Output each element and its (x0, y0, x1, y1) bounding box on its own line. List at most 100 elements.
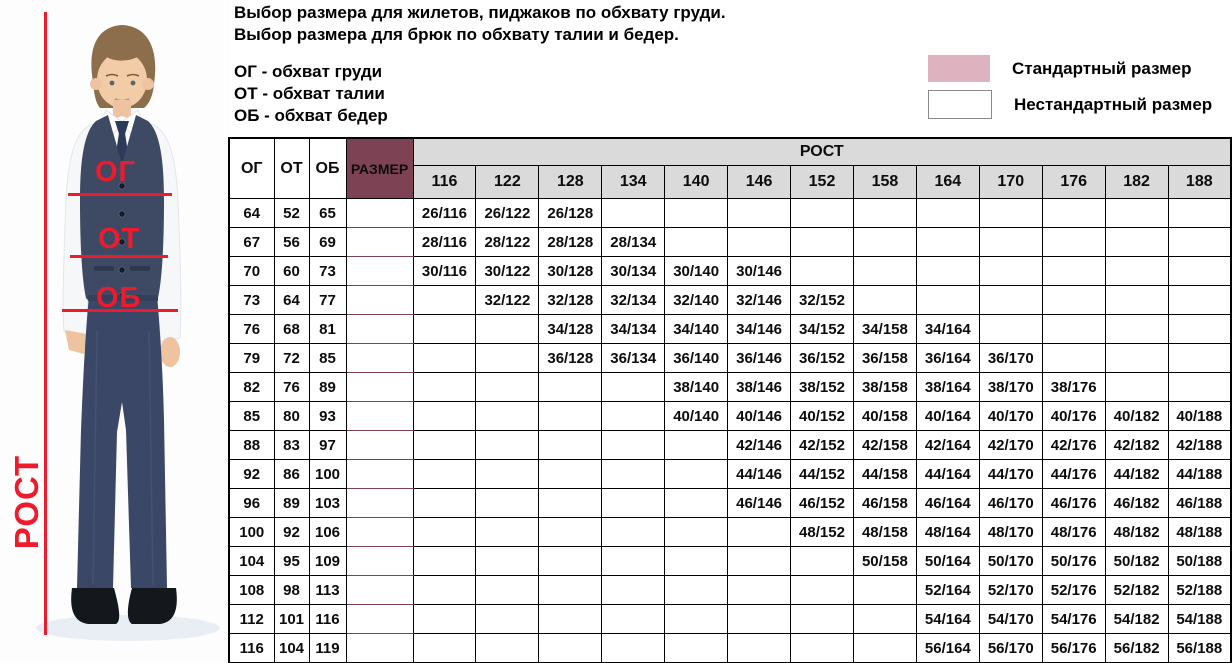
empty-cell (790, 546, 854, 576)
empty-cell (852, 633, 917, 663)
size-value: 36 (345, 343, 414, 373)
nonstandard-size-swatch (928, 90, 992, 119)
chest-value: 104 (228, 546, 275, 576)
size-height-cell-36-152: 36/152 (790, 343, 854, 373)
empty-cell (475, 604, 540, 634)
page-title: Выбор размера для жилетов, пиджаков по о… (234, 2, 726, 46)
empty-cell (1041, 285, 1106, 315)
empty-cell (601, 546, 666, 576)
empty-cell (475, 459, 540, 489)
height-header-116: 116 (412, 165, 477, 199)
empty-cell (601, 488, 666, 518)
definition-waist: ОТ - обхват талии (234, 84, 385, 103)
size-row-32: 73 64 77 32 32/122 32/128 32/134 32/140 32/146 32… (228, 285, 1232, 315)
empty-cell (915, 227, 980, 257)
empty-cell (601, 604, 666, 634)
size-height-cell-46-158: 46/158 (852, 488, 917, 518)
empty-cell (852, 256, 917, 286)
empty-cell (978, 256, 1043, 286)
hips-column-header: ОБ (308, 137, 347, 199)
empty-cell (664, 198, 729, 228)
chest-value: 112 (228, 604, 275, 634)
size-height-cell-28-116: 28/116 (412, 227, 477, 257)
waist-value: 64 (273, 285, 310, 315)
size-height-cell-28-122: 28/122 (475, 227, 540, 257)
size-height-cell-34-134: 34/134 (601, 314, 666, 344)
waist-column-header: ОТ (273, 137, 310, 199)
size-height-cell-36-170: 36/170 (978, 343, 1043, 373)
empty-cell (978, 227, 1043, 257)
size-height-cell-28-134: 28/134 (601, 227, 666, 257)
size-row-54: 112 101 116 54 54/164 54/170 54/176 54/182 54/18… (228, 604, 1232, 634)
empty-cell (538, 401, 603, 431)
empty-cell (664, 459, 729, 489)
size-height-cell-56-188: 56/188 (1167, 633, 1232, 663)
height-header-176: 176 (1041, 165, 1106, 199)
empty-cell (1167, 285, 1232, 315)
empty-cell (1167, 256, 1232, 286)
empty-cell (915, 285, 980, 315)
chest-value: 79 (228, 343, 275, 373)
empty-cell (538, 546, 603, 576)
empty-cell (412, 546, 477, 576)
empty-cell (790, 604, 854, 634)
size-height-cell-48-158: 48/158 (852, 517, 917, 547)
size-height-cell-42-158: 42/158 (852, 430, 917, 460)
size-height-cell-42-152: 42/152 (790, 430, 854, 460)
size-row-36: 79 72 85 36 36/128 36/134 36/140 36/146 36/152 36… (228, 343, 1232, 373)
size-height-cell-46-170: 46/170 (978, 488, 1043, 518)
size-value: 54 (345, 604, 414, 634)
size-height-cell-34-164: 34/164 (915, 314, 980, 344)
hips-value: 106 (308, 517, 347, 547)
size-height-cell-30-116: 30/116 (412, 256, 477, 286)
waist-value: 80 (273, 401, 310, 431)
size-height-cell-50-176: 50/176 (1041, 546, 1106, 576)
size-height-cell-42-188: 42/188 (1167, 430, 1232, 460)
empty-cell (601, 517, 666, 547)
hips-measure-line (62, 309, 178, 312)
size-value: 26 (345, 198, 414, 228)
size-height-cell-38-152: 38/152 (790, 372, 854, 402)
size-row-34: 76 68 81 34 34/128 34/134 34/140 34/146 34/152 34… (228, 314, 1232, 344)
chest-label: ОГ (95, 156, 136, 188)
definition-hips: ОБ - обхват бедер (234, 106, 388, 125)
height-header-152: 152 (790, 165, 854, 199)
size-value: 28 (345, 227, 414, 257)
title-line-1: Выбор размера для жилетов, пиджаков по о… (234, 3, 726, 22)
size-height-cell-32-128: 32/128 (538, 285, 603, 315)
size-row-28: 67 56 69 28 28/116 28/122 28/128 28/134 (228, 227, 1232, 257)
size-value: 34 (345, 314, 414, 344)
size-height-cell-48-152: 48/152 (790, 517, 854, 547)
size-height-cell-40-164: 40/164 (915, 401, 980, 431)
size-height-cell-46-146: 46/146 (727, 488, 792, 518)
empty-cell (412, 430, 477, 460)
size-height-cell-46-182: 46/182 (1104, 488, 1169, 518)
size-height-cell-38-170: 38/170 (978, 372, 1043, 402)
size-height-cell-30-146: 30/146 (727, 256, 792, 286)
size-height-cell-54-188: 54/188 (1167, 604, 1232, 634)
size-height-cell-48-170: 48/170 (978, 517, 1043, 547)
size-row-50: 104 95 109 50 50/158 50/164 50/170 50/176 50/182… (228, 546, 1232, 576)
empty-cell (1041, 343, 1106, 373)
empty-cell (538, 372, 603, 402)
size-row-44: 92 86 100 44 44/146 44/152 44/158 44/164 44/170 4… (228, 459, 1232, 489)
empty-cell (915, 256, 980, 286)
size-height-cell-54-164: 54/164 (915, 604, 980, 634)
empty-cell (978, 314, 1043, 344)
chest-value: 96 (228, 488, 275, 518)
size-height-cell-32-152: 32/152 (790, 285, 854, 315)
size-height-cell-50-170: 50/170 (978, 546, 1043, 576)
empty-cell (601, 459, 666, 489)
size-height-cell-52-164: 52/164 (915, 575, 980, 605)
empty-cell (412, 488, 477, 518)
height-header-188: 188 (1167, 165, 1232, 199)
size-height-cell-44-158: 44/158 (852, 459, 917, 489)
size-height-cell-44-170: 44/170 (978, 459, 1043, 489)
empty-cell (1167, 227, 1232, 257)
empty-cell (664, 430, 729, 460)
size-height-cell-42-182: 42/182 (1104, 430, 1169, 460)
legend-row-standard: Стандартный размер (928, 55, 1212, 82)
empty-cell (1167, 198, 1232, 228)
size-height-cell-42-164: 42/164 (915, 430, 980, 460)
waist-value: 68 (273, 314, 310, 344)
